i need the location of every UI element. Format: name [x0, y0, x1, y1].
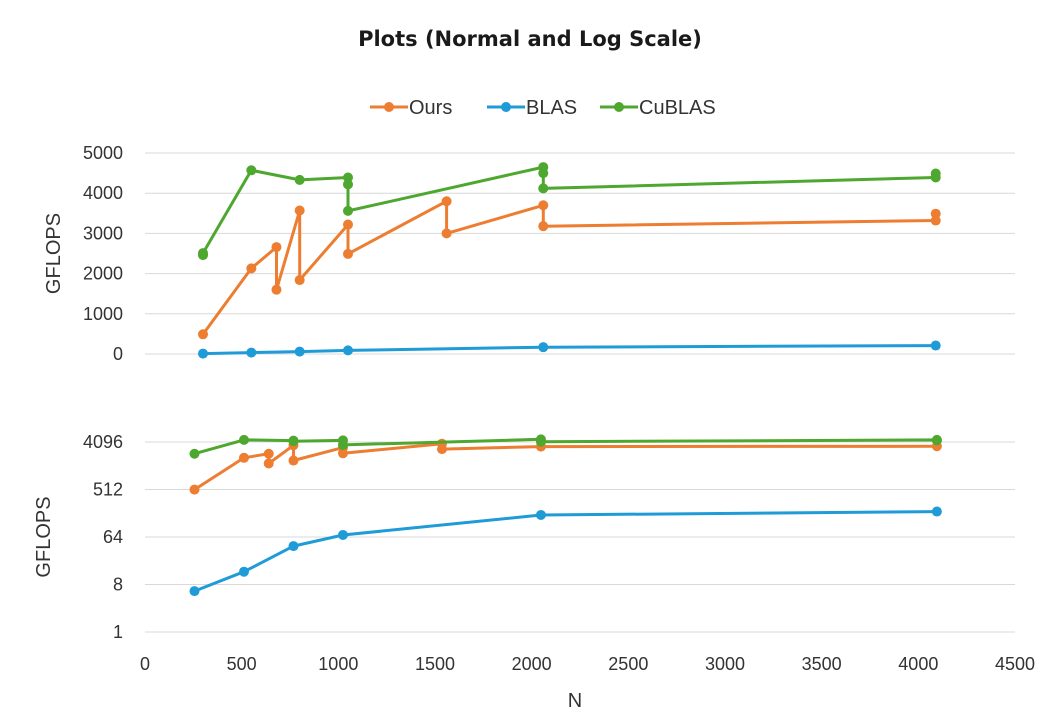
data-point-ours	[238, 452, 249, 463]
data-point-ours	[263, 448, 274, 459]
data-point-cublas	[538, 168, 549, 179]
series-line-blas	[193, 510, 939, 593]
data-point-cublas	[535, 436, 546, 447]
y-tick-label: 8	[113, 575, 123, 595]
x-tick-label: 3500	[802, 654, 842, 674]
y-axis-label: GFLOPS	[43, 213, 65, 294]
data-point-cublas	[930, 168, 941, 179]
data-point-ours	[246, 263, 257, 274]
data-point-cublas	[343, 179, 353, 190]
data-point-cublas	[931, 435, 942, 446]
data-point-ours	[294, 275, 305, 286]
x-tick-label: 3000	[705, 654, 745, 674]
legend-label: BLAS	[526, 97, 577, 119]
x-tick-label: 0	[140, 654, 150, 674]
data-point-cublas	[246, 165, 257, 176]
data-point-blas	[189, 586, 200, 597]
data-point-ours	[930, 208, 941, 219]
x-tick-label: 4500	[995, 654, 1035, 674]
data-point-blas	[931, 506, 942, 517]
data-point-cublas	[337, 439, 348, 450]
data-point-cublas	[189, 448, 200, 459]
data-point-ours	[337, 448, 348, 459]
data-point-blas	[337, 529, 348, 540]
data-point-blas	[246, 347, 257, 358]
legend-label: CuBLAS	[639, 97, 716, 119]
y-tick-label: 2000	[83, 264, 123, 284]
data-point-ours	[343, 219, 353, 230]
data-point-blas	[294, 346, 305, 357]
data-point-cublas	[343, 205, 353, 216]
data-point-ours	[263, 458, 274, 469]
series-line-cublas	[201, 165, 938, 257]
data-point-ours	[271, 242, 282, 253]
data-point-ours	[930, 215, 941, 226]
data-point-ours	[271, 284, 282, 295]
series-line-ours	[201, 199, 938, 336]
x-tick-label: 4000	[898, 654, 938, 674]
data-point-cublas	[198, 248, 208, 259]
data-point-cublas	[294, 174, 305, 185]
data-point-blas	[343, 345, 353, 356]
y-tick-label: 5000	[83, 143, 123, 163]
data-point-cublas	[238, 434, 249, 445]
data-point-cublas	[538, 183, 549, 194]
series-line-blas	[201, 344, 938, 356]
x-tick-label: 1500	[415, 654, 455, 674]
y-tick-label: 3000	[83, 223, 123, 243]
data-point-cublas	[288, 436, 299, 447]
data-point-blas	[535, 509, 546, 520]
data-point-blas	[930, 340, 941, 351]
data-point-ours	[441, 228, 452, 239]
data-point-blas	[288, 541, 299, 552]
data-point-ours	[198, 329, 208, 340]
data-point-ours	[436, 444, 447, 455]
legend-label: Ours	[409, 97, 452, 119]
legend-marker	[614, 102, 624, 112]
data-point-ours	[538, 221, 549, 232]
data-point-ours	[343, 248, 353, 259]
x-tick-label: 1000	[318, 654, 358, 674]
chart-title: Plots (Normal and Log Scale)	[358, 27, 702, 51]
y-axis-label: GFLOPS	[33, 496, 55, 577]
legend-marker	[384, 102, 394, 112]
data-point-ours	[538, 200, 549, 211]
data-point-ours	[441, 196, 452, 207]
y-tick-label: 0	[113, 344, 123, 364]
y-tick-label: 1	[113, 622, 123, 642]
data-point-blas	[538, 342, 549, 353]
series-line-ours	[193, 442, 939, 492]
x-tick-label: 500	[227, 654, 257, 674]
data-point-ours	[294, 205, 305, 216]
y-tick-label: 4000	[83, 183, 123, 203]
x-axis-label: N	[568, 690, 582, 712]
data-point-blas	[238, 566, 249, 577]
plot-area: 010002000300040005000GFLOPS18645124096GF…	[33, 143, 1035, 674]
legend: Ours BLAS CuBLAS	[370, 97, 716, 119]
y-tick-label: 1000	[83, 304, 123, 324]
y-tick-label: 512	[93, 480, 123, 500]
data-point-ours	[288, 455, 299, 466]
data-point-ours	[189, 484, 200, 495]
y-tick-label: 64	[103, 527, 123, 547]
x-tick-label: 2500	[608, 654, 648, 674]
data-point-blas	[198, 348, 208, 359]
x-tick-label: 2000	[512, 654, 552, 674]
y-tick-label: 4096	[83, 432, 123, 452]
data-point-cublas	[343, 172, 353, 183]
legend-marker	[501, 102, 511, 112]
